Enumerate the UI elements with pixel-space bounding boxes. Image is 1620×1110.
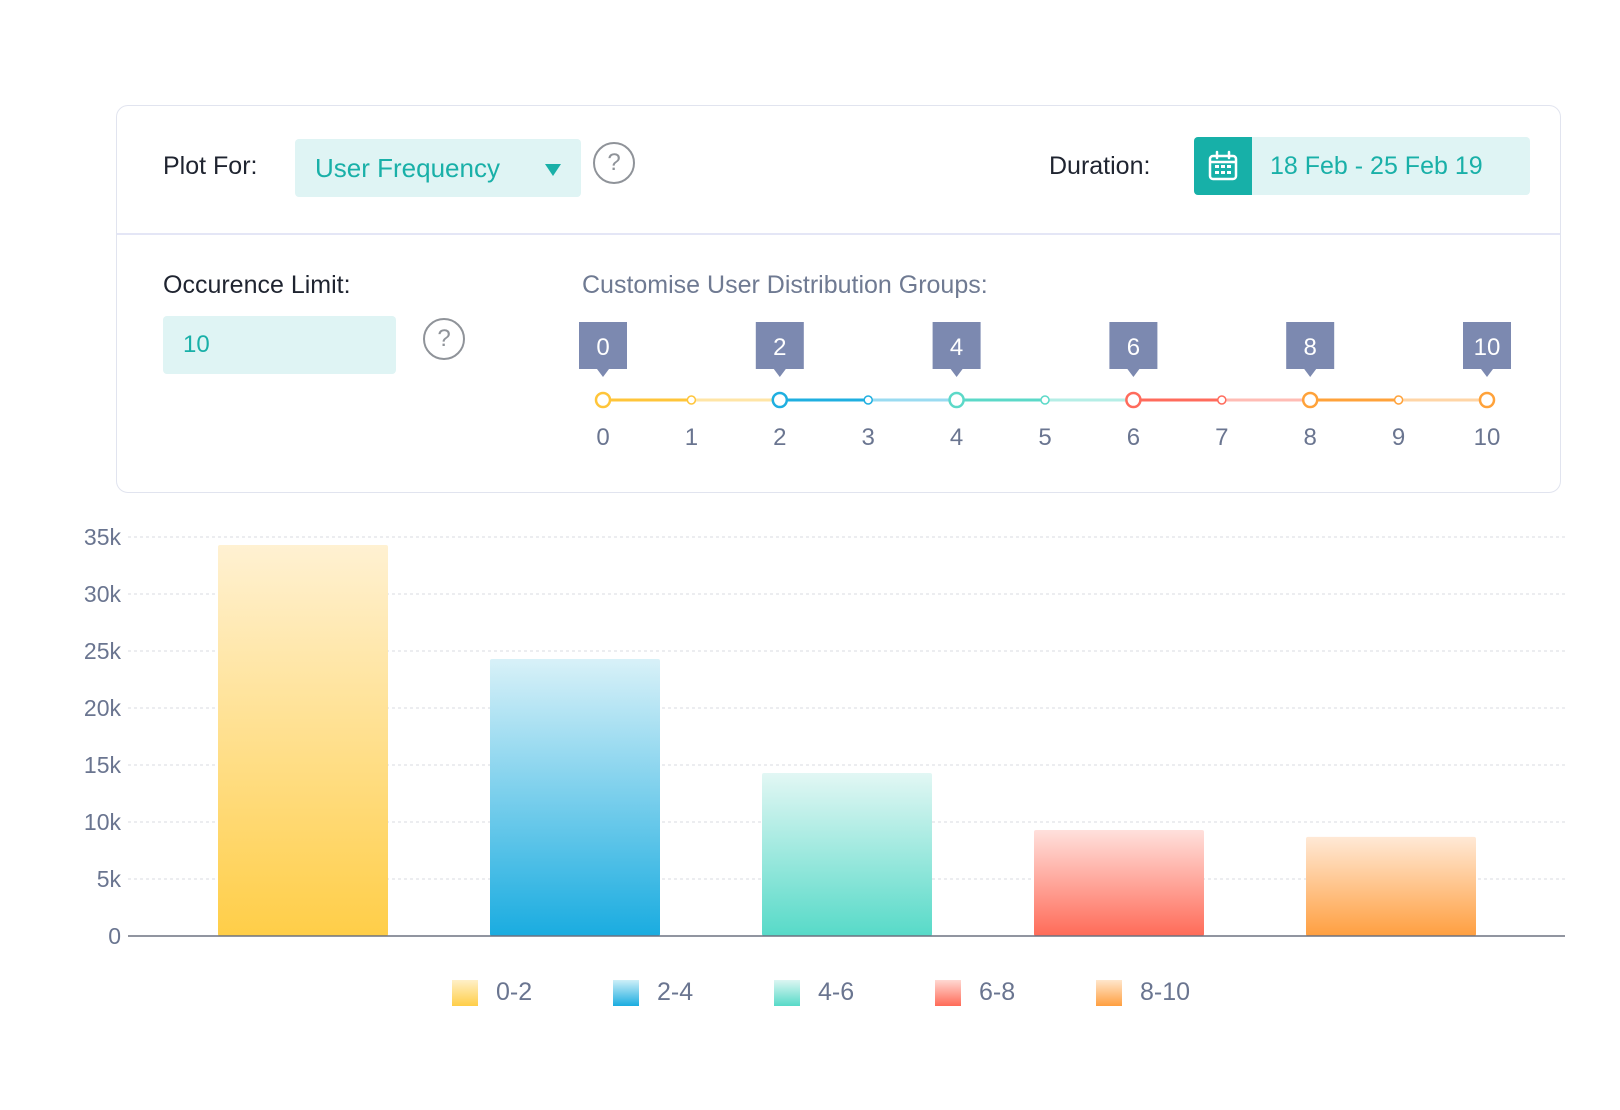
slider-handle <box>1478 391 1496 409</box>
slider-tick-label: 7 <box>1215 424 1228 451</box>
slider-tick-label: 5 <box>1038 424 1051 451</box>
slider-handle <box>1125 391 1142 409</box>
legend-item: 2-4 <box>613 978 693 1007</box>
legend-swatch <box>613 979 639 1006</box>
slider-tick-dot <box>863 395 873 405</box>
bar <box>218 544 388 936</box>
slider-handle-badge <box>932 322 981 377</box>
groups-title: Customise User Distribution Groups: <box>582 271 988 299</box>
legend-label: 6-8 <box>979 978 1016 1006</box>
slider-handle-value: 8 <box>1304 334 1317 361</box>
slider-handle-value: 10 <box>1474 334 1501 361</box>
y-tick-label: 0 <box>108 923 121 949</box>
bar <box>1034 829 1204 936</box>
duration-picker[interactable]: 18 Feb - 25 Feb 19 <box>1194 137 1530 195</box>
slider-handle <box>594 391 612 409</box>
y-tick-label: 30k <box>84 581 122 607</box>
slider-handle-value: 2 <box>773 334 786 361</box>
y-tick-label: 25k <box>84 638 122 664</box>
slider-tick-dot <box>1393 395 1404 405</box>
legend-label: 8-10 <box>1140 978 1191 1006</box>
slider-handle-value: 4 <box>950 334 963 361</box>
bar <box>1306 836 1476 936</box>
y-tick-label: 35k <box>84 524 122 550</box>
y-tick-label: 20k <box>84 695 122 721</box>
panel-divider <box>117 233 1560 235</box>
y-tick-label: 5k <box>97 866 122 892</box>
slider-tick-dot <box>686 395 697 405</box>
slider-tick-label: 1 <box>685 424 698 451</box>
slider-tick-label: 3 <box>862 424 875 451</box>
legend-swatch <box>935 979 961 1006</box>
y-tick-label: 10k <box>84 809 122 835</box>
slider-handle-badge <box>1109 322 1158 377</box>
legend-item: 6-8 <box>935 978 1015 1007</box>
bar <box>490 658 660 936</box>
slider-tick-label: 10 <box>1474 424 1501 451</box>
slider-tick-label: 0 <box>596 424 609 451</box>
legend-label: 2-4 <box>657 978 694 1006</box>
slider-tick-label: 2 <box>773 424 786 451</box>
occurrence-limit-input[interactable]: 10 <box>163 316 396 374</box>
y-tick-label: 15k <box>84 752 122 778</box>
plot-for-help-icon[interactable]: ? <box>593 142 635 184</box>
duration-label: Duration: <box>1049 152 1151 180</box>
plot-for-label: Plot For: <box>163 152 258 180</box>
legend-label: 0-2 <box>496 978 533 1006</box>
caret-down-icon <box>545 164 561 176</box>
slider-handle-value: 6 <box>1127 334 1140 361</box>
slider-tick-dot <box>1217 395 1227 405</box>
occurrence-help-icon[interactable]: ? <box>423 318 465 360</box>
plot-for-value: User Frequency <box>315 152 500 183</box>
legend-swatch <box>1096 979 1122 1006</box>
slider-tick-label: 6 <box>1127 424 1140 451</box>
slider-handle <box>1301 391 1319 409</box>
slider-handle-value: 0 <box>596 334 609 361</box>
distribution-slider[interactable]: 0 1 2 3 4 5 6 7 8 9 10 0 2 4 6 8 10 <box>0 0 1620 470</box>
slider-tick-label: 9 <box>1392 424 1405 451</box>
slider-handle-badge <box>579 322 627 377</box>
calendar-icon[interactable] <box>1194 137 1252 195</box>
controls-panel: Plot For: User Frequency ? Duration: 18 … <box>116 105 1561 493</box>
slider-handle <box>948 391 965 409</box>
legend-swatch <box>774 979 800 1006</box>
slider-handle-badge <box>1463 322 1511 377</box>
plot-for-select[interactable]: User Frequency <box>295 139 581 197</box>
duration-value: 18 Feb - 25 Feb 19 <box>1270 151 1483 180</box>
slider-tick-label: 8 <box>1304 424 1317 451</box>
legend-item: 8-10 <box>1096 978 1190 1007</box>
legend-label: 4-6 <box>818 978 855 1006</box>
legend-item: 4-6 <box>774 978 854 1007</box>
slider-tick-label: 4 <box>950 424 963 451</box>
occurrence-limit-label: Occurence Limit: <box>163 271 351 299</box>
slider-handle <box>771 391 789 409</box>
legend-swatch <box>452 979 478 1006</box>
slider-handle-badge <box>1286 322 1335 377</box>
slider-tick-dot <box>1040 395 1050 405</box>
legend-item: 0-2 <box>452 978 532 1007</box>
bar <box>762 772 932 936</box>
slider-handle-badge <box>755 322 804 377</box>
